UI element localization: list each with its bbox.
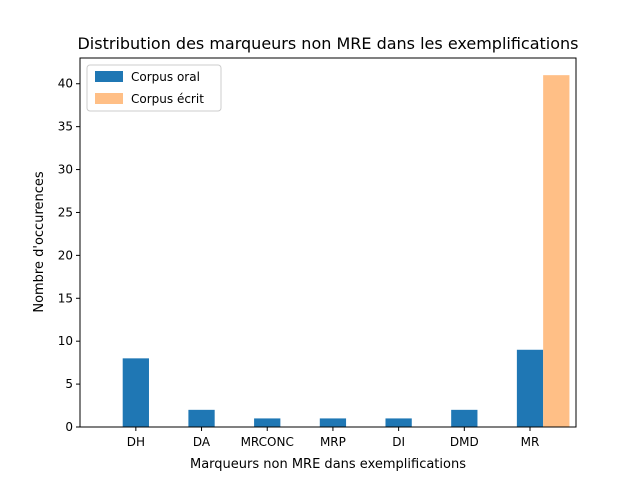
bar-oral-dh [122, 358, 149, 427]
y-tick-label: 35 [58, 120, 73, 134]
bar-oral-da [188, 409, 215, 427]
y-tick-label: 10 [58, 334, 73, 348]
y-tick-label: 5 [65, 377, 73, 391]
x-tick-label-di: DI [392, 435, 405, 449]
bar-oral-mrconc [254, 418, 281, 427]
bar-oral-mrp [319, 418, 347, 427]
x-tick-label-da: DA [193, 435, 211, 449]
plot-area: 0 5 10 15 20 25 30 35 40 DH DA MRCONC MRP DI DMD MR [58, 57, 577, 449]
legend-swatch-ecrit [95, 93, 123, 104]
axes-frame [79, 57, 577, 428]
x-tick-label-mr: MR [521, 435, 540, 449]
bar-oral-di [385, 418, 412, 427]
bar-ecrit-mr [543, 75, 570, 428]
chart-title: Distribution des marqueurs non MRE dans … [77, 34, 578, 53]
x-tick-label-mrp: MRP [320, 435, 346, 449]
x-tick-label-dmd: DMD [450, 435, 479, 449]
y-axis-label: Nombre d'occurences [32, 171, 47, 313]
legend-swatch-oral [95, 71, 123, 82]
y-tick-label: 0 [65, 420, 73, 434]
y-tick-label: 15 [58, 291, 73, 305]
x-axis-label: Marqueurs non MRE dans exemplifications [190, 457, 466, 472]
x-tick-label-dh: DH [127, 435, 145, 449]
bar-oral-dmd [451, 409, 478, 427]
x-tick-label-mrconc: MRCONC [241, 435, 294, 449]
y-tick-label: 25 [58, 205, 73, 219]
y-tick-label: 40 [58, 77, 73, 91]
y-tick-label: 30 [58, 163, 73, 177]
legend-label-ecrit: Corpus écrit [131, 92, 204, 106]
y-tick-label: 20 [58, 248, 73, 262]
legend-label-oral: Corpus oral [131, 70, 200, 84]
bar-oral-mr [516, 349, 544, 427]
legend: Corpus oral Corpus écrit [86, 64, 222, 112]
